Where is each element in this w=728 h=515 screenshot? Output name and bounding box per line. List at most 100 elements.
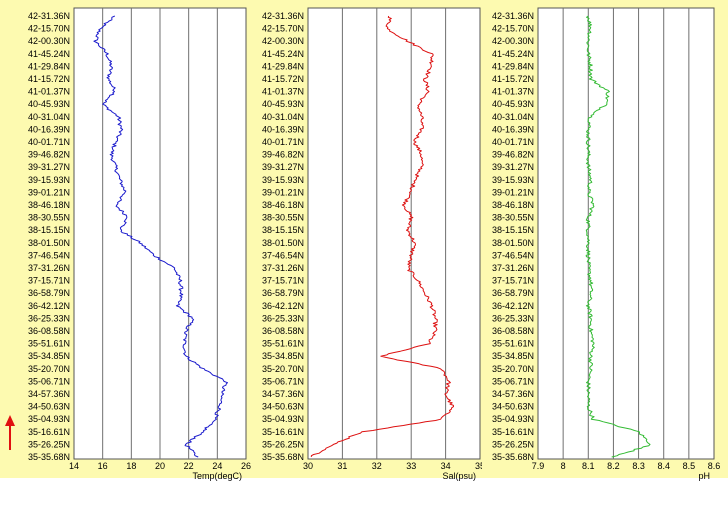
latitude-label: 40-16.39N	[28, 124, 70, 134]
latitude-label: 35-06.71N	[28, 376, 70, 386]
x-tick-label: 14	[69, 461, 79, 471]
latitude-label: 39-01.21N	[28, 187, 70, 197]
x-tick-label: 8.5	[683, 461, 696, 471]
latitude-label: 38-15.15N	[28, 225, 70, 235]
latitude-label: 39-01.21N	[492, 187, 534, 197]
latitude-label: 41-45.24N	[28, 49, 70, 59]
latitude-label: 40-31.04N	[492, 112, 534, 122]
latitude-label: 42-31.36N	[492, 11, 534, 21]
latitude-label: 41-45.24N	[492, 49, 534, 59]
latitude-label: 40-01.71N	[492, 137, 534, 147]
latitude-label: 34-50.63N	[492, 402, 534, 412]
latitude-label: 36-08.58N	[28, 326, 70, 336]
direction-arrow	[5, 415, 15, 450]
latitude-label: 39-46.82N	[492, 150, 534, 160]
x-tick-label: 26	[241, 461, 251, 471]
latitude-label: 39-31.27N	[28, 162, 70, 172]
latitude-label: 40-31.04N	[262, 112, 304, 122]
latitude-label: 38-30.55N	[28, 213, 70, 223]
latitude-label: 42-00.30N	[262, 36, 304, 46]
latitude-label: 39-15.93N	[28, 175, 70, 185]
x-tick-label: 24	[212, 461, 222, 471]
latitude-label: 41-29.84N	[28, 61, 70, 71]
x-tick-label: 8.1	[582, 461, 595, 471]
latitude-label: 41-01.37N	[262, 87, 304, 97]
latitude-label: 35-34.85N	[262, 351, 304, 361]
latitude-label: 39-46.82N	[28, 150, 70, 160]
latitude-label: 37-15.71N	[28, 276, 70, 286]
x-tick-label: 8	[561, 461, 566, 471]
latitude-label: 34-57.36N	[28, 389, 70, 399]
x-tick-label: 32	[372, 461, 382, 471]
x-axis-title: Temp(degC)	[192, 471, 242, 481]
latitude-label: 36-58.79N	[262, 288, 304, 298]
latitude-label: 35-04.93N	[262, 414, 304, 424]
latitude-label: 35-20.70N	[28, 364, 70, 374]
latitude-label: 37-15.71N	[492, 276, 534, 286]
latitude-label: 41-15.72N	[28, 74, 70, 84]
latitude-label: 36-25.33N	[492, 313, 534, 323]
x-tick-label: 22	[184, 461, 194, 471]
x-tick-label: 20	[155, 461, 165, 471]
x-tick-label: 16	[98, 461, 108, 471]
latitude-label: 35-34.85N	[28, 351, 70, 361]
latitude-label: 41-15.72N	[492, 74, 534, 84]
latitude-label: 36-58.79N	[492, 288, 534, 298]
latitude-label: 35-35.68N	[262, 452, 304, 462]
latitude-label: 39-31.27N	[262, 162, 304, 172]
series-temperature	[93, 15, 228, 458]
latitude-label: 40-45.93N	[492, 99, 534, 109]
latitude-label: 37-31.26N	[262, 263, 304, 273]
latitude-label: 41-01.37N	[492, 87, 534, 97]
latitude-label: 38-46.18N	[492, 200, 534, 210]
panel-ph: 7.9 8 8.1 8.2 8.3 8.4 8.5 8.6pH 42-31.36N 42-15.7…	[482, 0, 728, 481]
latitude-label: 37-31.26N	[28, 263, 70, 273]
latitude-label: 35-51.61N	[28, 339, 70, 349]
latitude-label: 40-01.71N	[28, 137, 70, 147]
latitude-label: 35-04.93N	[28, 414, 70, 424]
latitude-label: 34-57.36N	[492, 389, 534, 399]
latitude-label: 40-16.39N	[262, 124, 304, 134]
latitude-label: 40-01.71N	[262, 137, 304, 147]
latitude-label: 35-16.61N	[492, 427, 534, 437]
latitude-label: 36-08.58N	[492, 326, 534, 336]
latitude-label: 35-16.61N	[28, 427, 70, 437]
latitude-label: 37-31.26N	[492, 263, 534, 273]
latitude-label: 36-58.79N	[28, 288, 70, 298]
latitude-label: 40-16.39N	[492, 124, 534, 134]
latitude-label: 42-15.70N	[262, 24, 304, 34]
latitude-label: 34-50.63N	[262, 402, 304, 412]
latitude-label: 39-46.82N	[262, 150, 304, 160]
latitude-label: 36-08.58N	[262, 326, 304, 336]
series-salinity	[310, 15, 454, 458]
latitude-label: 35-06.71N	[492, 376, 534, 386]
latitude-label: 41-01.37N	[28, 87, 70, 97]
latitude-label: 40-31.04N	[28, 112, 70, 122]
latitude-label: 35-16.61N	[262, 427, 304, 437]
latitude-label: 37-15.71N	[262, 276, 304, 286]
latitude-label: 37-46.54N	[28, 250, 70, 260]
latitude-label: 42-31.36N	[28, 11, 70, 21]
latitude-label: 40-45.93N	[262, 99, 304, 109]
x-tick-label: 8.3	[632, 461, 645, 471]
latitude-label: 35-20.70N	[492, 364, 534, 374]
x-tick-label: 8.2	[607, 461, 620, 471]
latitude-label: 38-30.55N	[492, 213, 534, 223]
latitude-label: 34-50.63N	[28, 402, 70, 412]
latitude-label: 35-06.71N	[262, 376, 304, 386]
latitude-label: 39-01.21N	[262, 187, 304, 197]
x-tick-label: 31	[337, 461, 347, 471]
latitude-label: 35-34.85N	[492, 351, 534, 361]
x-tick-label: 8.4	[657, 461, 670, 471]
x-tick-label: 30	[303, 461, 313, 471]
series-ph	[585, 15, 651, 458]
latitude-label: 34-57.36N	[262, 389, 304, 399]
latitude-label: 37-46.54N	[262, 250, 304, 260]
latitude-label: 38-46.18N	[28, 200, 70, 210]
latitude-label: 41-29.84N	[492, 61, 534, 71]
latitude-label: 35-35.68N	[492, 452, 534, 462]
latitude-label: 35-51.61N	[492, 339, 534, 349]
plot-area	[307, 7, 481, 460]
